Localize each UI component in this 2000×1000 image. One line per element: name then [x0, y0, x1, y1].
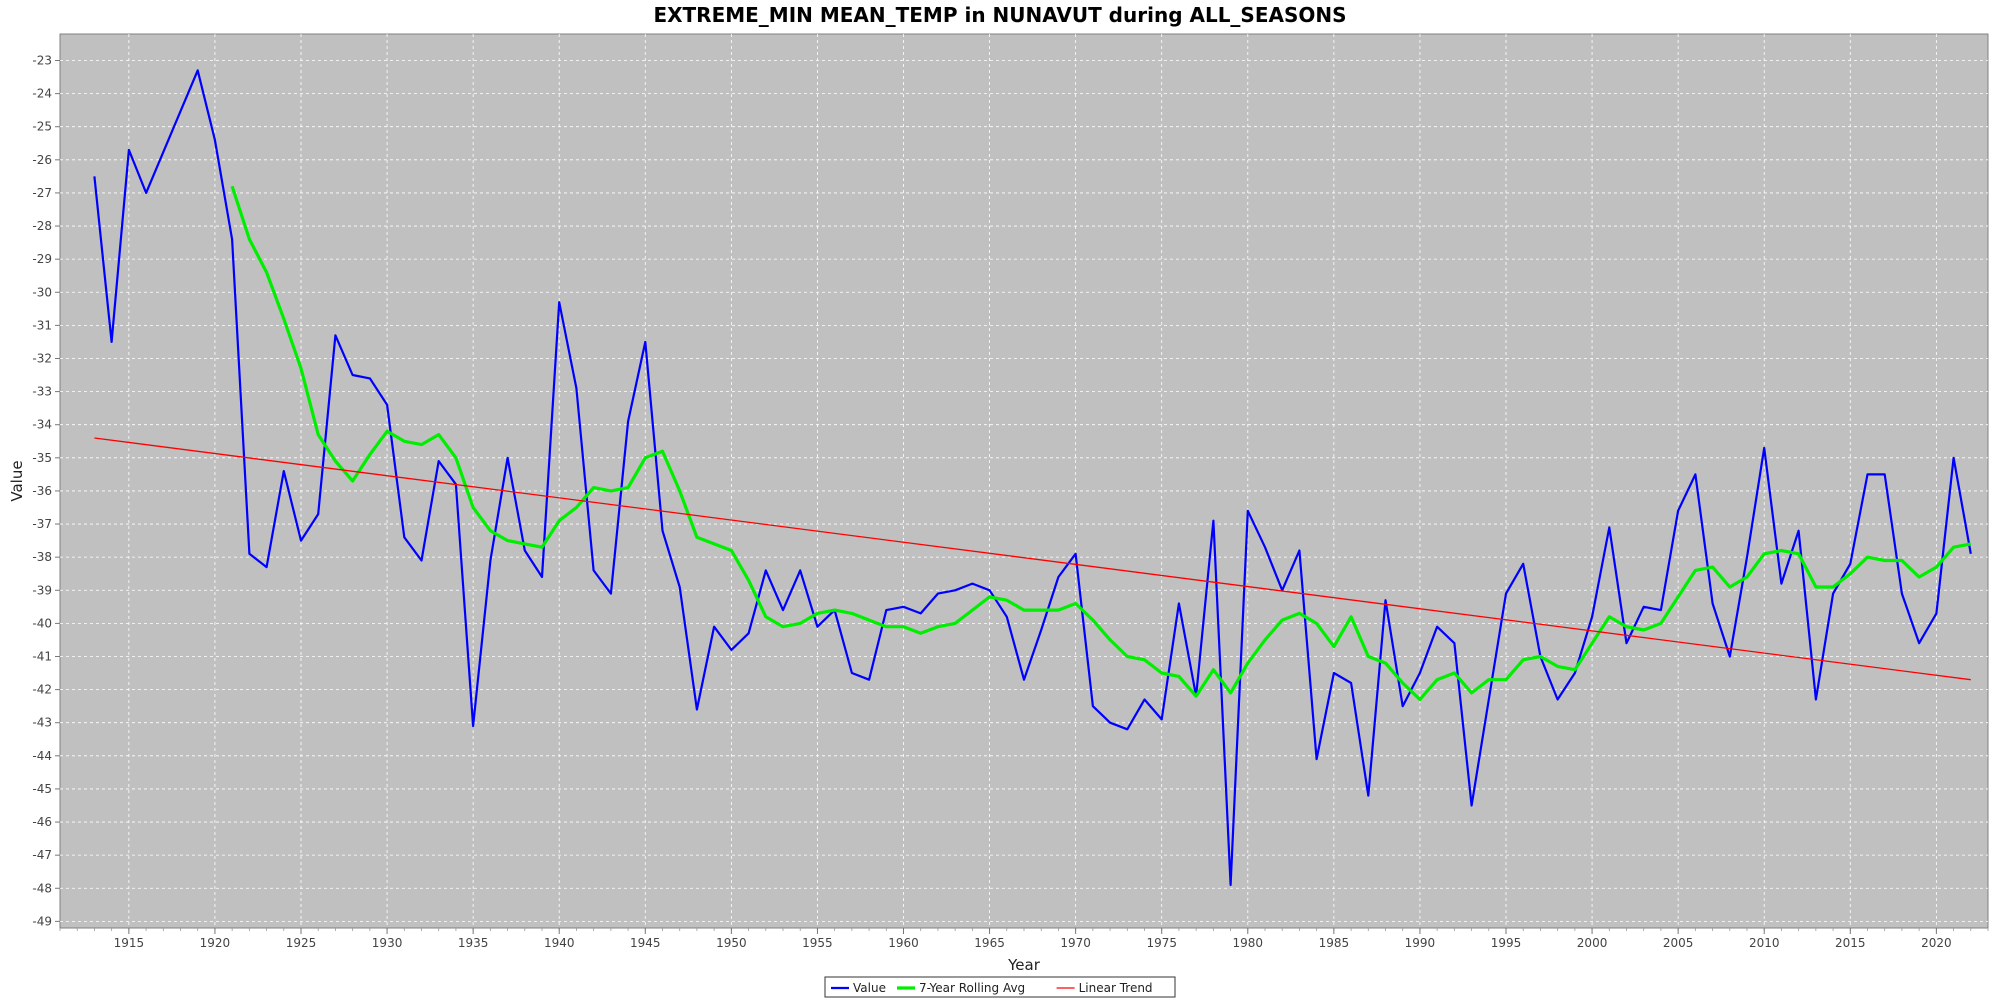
y-tick-label: -43 [32, 716, 52, 730]
x-tick-label: 1985 [1319, 936, 1350, 950]
y-tick-label: -23 [32, 53, 52, 67]
y-axis-label: Value [8, 460, 26, 501]
x-tick-label: 1925 [286, 936, 317, 950]
x-tick-label: 2020 [1921, 936, 1952, 950]
x-tick-label: 1940 [544, 936, 575, 950]
y-tick-label: -41 [32, 649, 52, 663]
x-tick-label: 1980 [1233, 936, 1264, 950]
y-tick-label: -33 [32, 385, 52, 399]
legend-item-label: Value [853, 981, 886, 995]
x-tick-label: 2015 [1835, 936, 1866, 950]
x-tick-label: 1945 [630, 936, 661, 950]
y-tick-label: -28 [32, 219, 52, 233]
y-tick-label: -26 [32, 153, 52, 167]
y-tick-label: -49 [32, 914, 52, 928]
x-tick-label: 1955 [802, 936, 833, 950]
x-axis-label: Year [1007, 956, 1041, 974]
y-tick-label: -29 [32, 252, 52, 266]
x-tick-label: 1960 [888, 936, 919, 950]
y-tick-label: -44 [32, 749, 52, 763]
series-line-value [93, 69, 1972, 887]
x-tick-label: 1975 [1146, 936, 1177, 950]
x-tick-label: 1970 [1060, 936, 1091, 950]
y-tick-label: -35 [32, 451, 52, 465]
y-tick-label: -27 [32, 186, 52, 200]
y-tick-label: -24 [32, 87, 52, 101]
plot-area [59, 33, 1989, 929]
y-tick-label: -42 [32, 683, 52, 697]
y-tick-label: -37 [32, 517, 52, 531]
y-tick-label: -30 [32, 285, 52, 299]
y-tick-label: -34 [32, 418, 52, 432]
x-tick-label: 2010 [1749, 936, 1780, 950]
y-tick-label: -48 [32, 881, 52, 895]
chart-title: EXTREME_MIN MEAN_TEMP in NUNAVUT during … [653, 3, 1346, 27]
legend-item-label: 7-Year Rolling Avg [919, 981, 1025, 995]
x-tick-label: 2005 [1663, 936, 1694, 950]
legend-box [824, 976, 1176, 998]
y-tick-label: -39 [32, 583, 52, 597]
y-tick-label: -31 [32, 318, 52, 332]
y-tick-label: -45 [32, 782, 52, 796]
y-tick-label: -25 [32, 120, 52, 134]
y-tick-label: -47 [32, 848, 52, 862]
legend: Value 7-Year Rolling Avg Linear Trend [824, 976, 1176, 998]
y-tick-label: -38 [32, 550, 52, 564]
y-tick-label: -32 [32, 351, 52, 365]
axes: -23 -24 -25 -26 -27 -28 -29 -30 -31 -32 -33 -34 -35 -… [32, 53, 1989, 950]
x-tick-label: 1930 [372, 936, 403, 950]
x-tick-label: 1920 [200, 936, 231, 950]
x-tick-label: 2000 [1577, 936, 1608, 950]
y-tick-label: -36 [32, 484, 52, 498]
x-tick-label: 1950 [716, 936, 747, 950]
legend-item-label: Linear Trend [1079, 981, 1153, 995]
series-line-linear-trend [94, 437, 1971, 681]
x-tick-label: 1990 [1405, 936, 1436, 950]
series-group [93, 69, 1972, 887]
x-tick-label: 1995 [1491, 936, 1522, 950]
x-tick-label: 1915 [114, 936, 145, 950]
series-line-7-year-rolling-avg [230, 185, 1972, 702]
x-tick-label: 1935 [458, 936, 489, 950]
grid [60, 34, 1988, 928]
x-tick-label: 1965 [974, 936, 1005, 950]
y-tick-label: -40 [32, 616, 52, 630]
y-tick-label: -46 [32, 815, 52, 829]
